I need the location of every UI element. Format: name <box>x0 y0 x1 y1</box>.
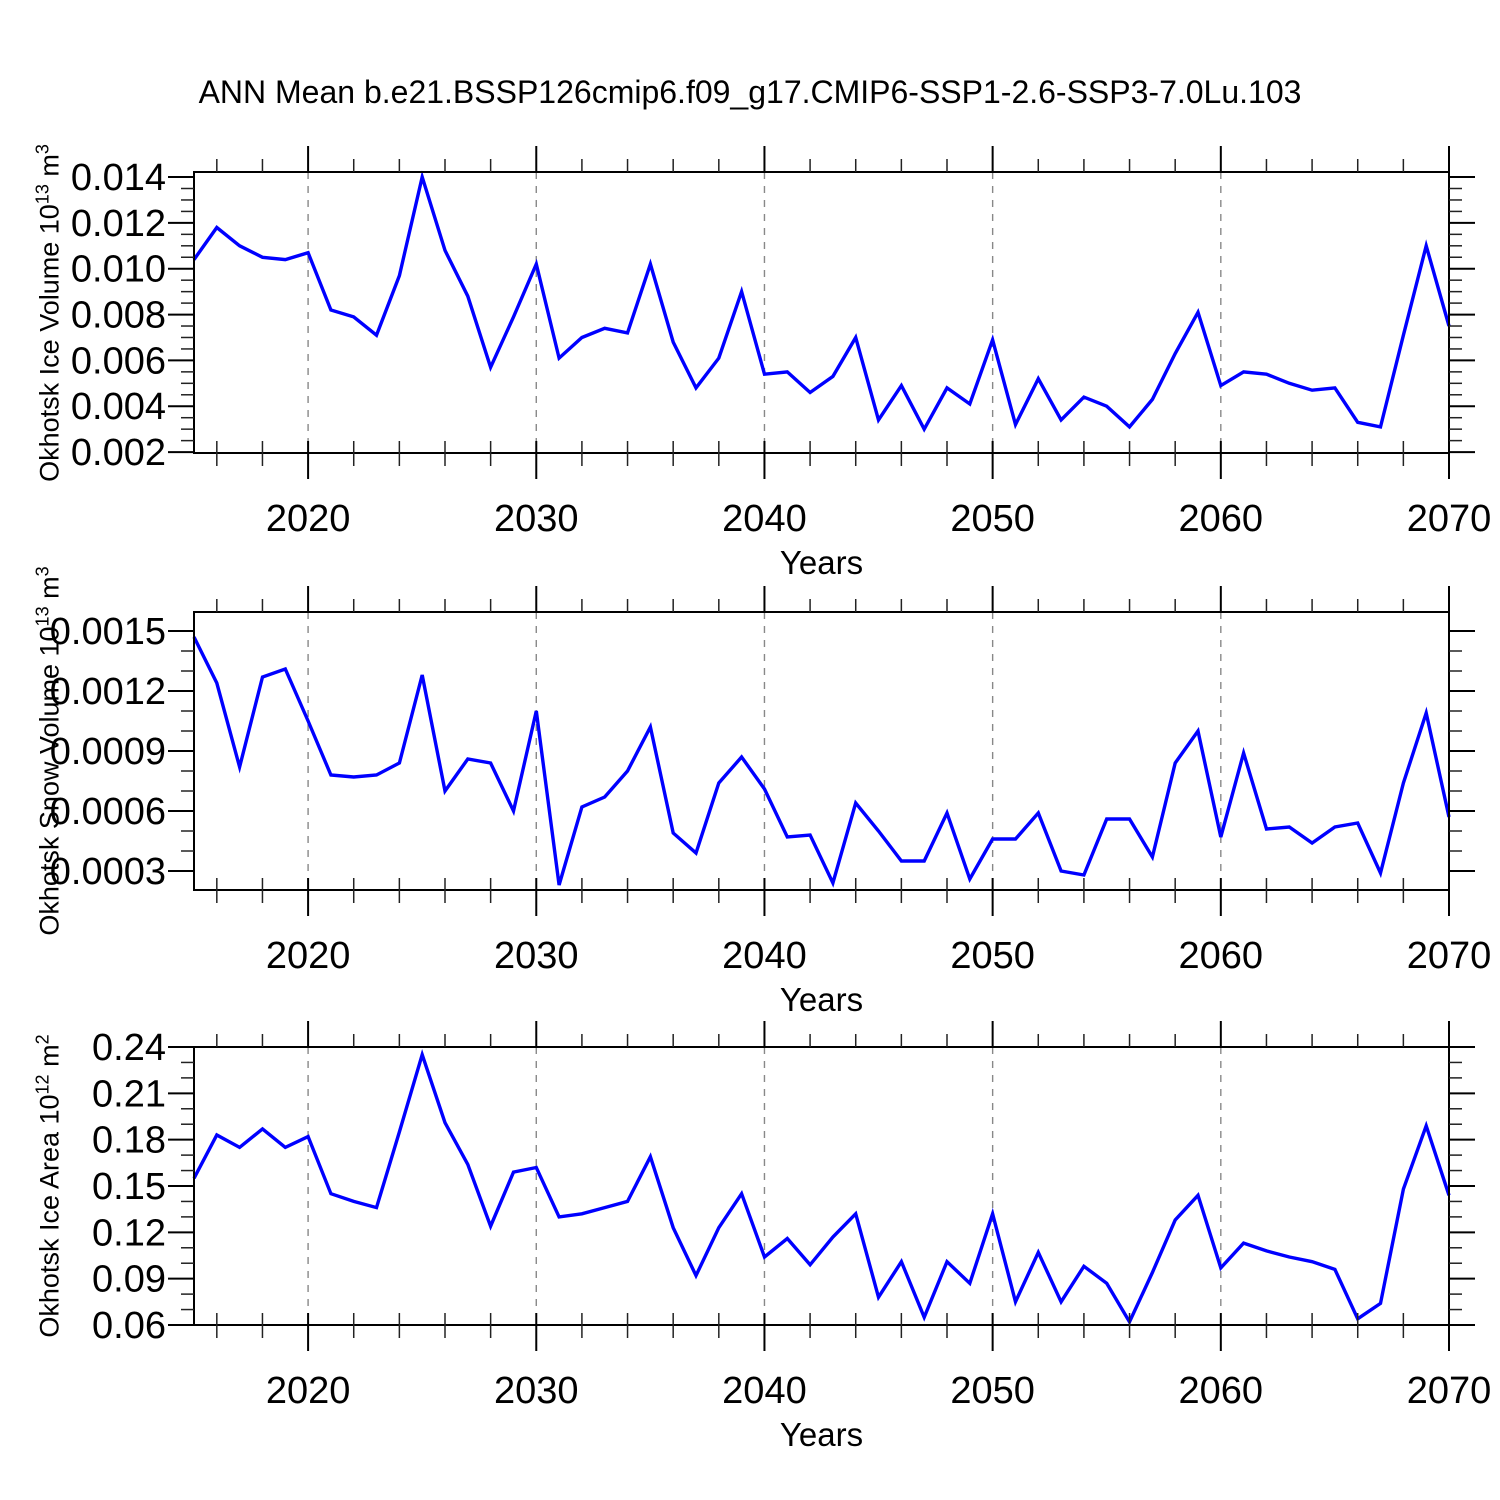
svg-text:0.006: 0.006 <box>71 340 166 382</box>
series-line-okhotsk-ice-area <box>192 1049 1451 1326</box>
svg-text:0.004: 0.004 <box>71 386 166 428</box>
svg-text:0.0012: 0.0012 <box>50 671 166 713</box>
svg-text:2070: 2070 <box>1407 1370 1492 1412</box>
chart-ice-area-panel: 2020 2030 2040 2050 2060 2070 0.060.09 0.120.15… <box>92 1021 1491 1412</box>
y-axis-title-text: Okhotsk Ice Area 10 <box>34 1094 65 1338</box>
svg-text:0.15: 0.15 <box>92 1166 166 1208</box>
svg-text:2040: 2040 <box>722 1370 807 1412</box>
svg-text:0.002: 0.002 <box>71 432 166 474</box>
svg-text:2040: 2040 <box>722 498 807 540</box>
x-axis-title-years-2: Years <box>779 981 864 1018</box>
x-axis-title-years-1: Years <box>779 544 864 581</box>
svg-text:2030: 2030 <box>494 935 579 977</box>
svg-text:0.21: 0.21 <box>92 1073 166 1115</box>
svg-text:0.0015: 0.0015 <box>50 611 166 653</box>
svg-text:2060: 2060 <box>1179 935 1264 977</box>
y-axis-title-ice-volume: Okhotsk Ice Volume 1013 m3 <box>32 144 66 482</box>
unit: m <box>34 1044 65 1075</box>
exponent: 13 <box>32 184 53 205</box>
svg-text:2020: 2020 <box>266 935 351 977</box>
svg-text:0.0006: 0.0006 <box>50 791 166 833</box>
svg-text:0.0009: 0.0009 <box>50 731 166 773</box>
unit: m <box>34 576 65 607</box>
svg-text:0.12: 0.12 <box>92 1212 166 1254</box>
exponent: 12 <box>32 1074 53 1095</box>
y-axis-title-text: Okhotsk Snow Volume 10 <box>34 626 65 936</box>
svg-text:2070: 2070 <box>1407 935 1492 977</box>
svg-text:0.09: 0.09 <box>92 1259 166 1301</box>
unit-exponent: 2 <box>32 1034 53 1045</box>
chart-snow-volume-panel: 2020 2030 2040 2050 2060 2070 0.0003 0.0006 0.00… <box>50 586 1492 977</box>
chart-ice-volume-panel: 2020 2030 2040 2050 2060 20700.0020.0040.0060… <box>71 146 1491 540</box>
svg-text:0.18: 0.18 <box>92 1120 166 1162</box>
svg-text:2050: 2050 <box>950 935 1035 977</box>
x-axis-title-years-3: Years <box>779 1416 864 1453</box>
svg-text:0.010: 0.010 <box>71 249 166 291</box>
svg-text:0.24: 0.24 <box>92 1027 166 1069</box>
svg-text:2040: 2040 <box>722 935 807 977</box>
svg-text:2030: 2030 <box>494 498 579 540</box>
unit-exponent: 3 <box>32 144 53 155</box>
svg-text:0.06: 0.06 <box>92 1305 166 1347</box>
y-axis-title-text: Okhotsk Ice Volume 10 <box>34 204 65 482</box>
exponent: 13 <box>32 606 53 627</box>
svg-text:2070: 2070 <box>1407 498 1492 540</box>
svg-text:0.014: 0.014 <box>71 157 166 199</box>
svg-text:2030: 2030 <box>494 1370 579 1412</box>
svg-text:0.008: 0.008 <box>71 295 166 337</box>
series-line-okhotsk-snow-volume <box>192 636 1451 888</box>
svg-text:2050: 2050 <box>950 498 1035 540</box>
series-line-okhotsk-ice-volume <box>192 170 1451 433</box>
svg-text:2060: 2060 <box>1179 1370 1264 1412</box>
svg-text:2060: 2060 <box>1179 498 1264 540</box>
figure-title: ANN Mean b.e21.BSSP126cmip6.f09_g17.CMIP… <box>198 74 1302 110</box>
unit-exponent: 3 <box>32 566 53 577</box>
svg-text:0.0003: 0.0003 <box>50 851 166 893</box>
svg-text:2050: 2050 <box>950 1370 1035 1412</box>
svg-text:0.012: 0.012 <box>71 203 166 245</box>
svg-text:2020: 2020 <box>266 1370 351 1412</box>
y-axis-title-snow-volume: Okhotsk Snow Volume 1013 m3 <box>32 566 66 936</box>
svg-text:2020: 2020 <box>266 498 351 540</box>
y-axis-title-ice-area: Okhotsk Ice Area 1012 m2 <box>32 1034 66 1338</box>
unit: m <box>34 154 65 185</box>
